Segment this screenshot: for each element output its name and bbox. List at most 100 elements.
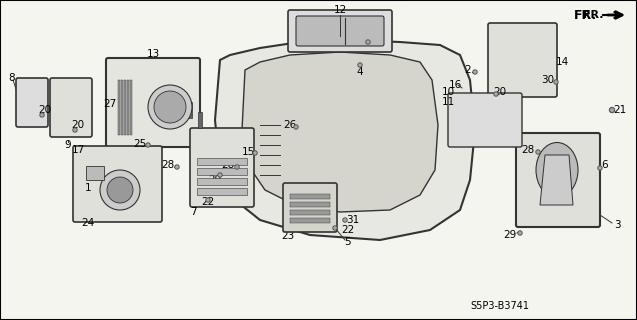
Circle shape [555, 81, 557, 83]
Text: 21: 21 [613, 105, 627, 115]
Circle shape [359, 64, 361, 66]
Text: 9: 9 [65, 140, 71, 150]
Circle shape [333, 226, 337, 230]
Circle shape [253, 151, 257, 155]
Circle shape [358, 63, 362, 67]
Bar [197, 158, 247, 165]
Circle shape [154, 91, 186, 123]
Bar [121, 80, 123, 135]
Text: 22: 22 [341, 225, 355, 235]
Text: FR.: FR. [574, 9, 597, 21]
Circle shape [176, 166, 178, 168]
Circle shape [366, 40, 370, 44]
Circle shape [254, 152, 256, 154]
Text: 5: 5 [345, 237, 352, 247]
Text: 2: 2 [464, 65, 471, 75]
Bar [127, 80, 129, 135]
Text: 24: 24 [82, 218, 95, 228]
Circle shape [175, 165, 179, 169]
Ellipse shape [536, 142, 578, 197]
FancyBboxPatch shape [288, 10, 392, 52]
Circle shape [599, 167, 601, 169]
FancyBboxPatch shape [106, 58, 200, 147]
Text: 30: 30 [541, 75, 555, 85]
Circle shape [494, 92, 498, 96]
FancyBboxPatch shape [283, 183, 337, 232]
Circle shape [235, 165, 239, 169]
Circle shape [611, 109, 613, 111]
FancyBboxPatch shape [488, 23, 557, 97]
Circle shape [343, 218, 347, 222]
Circle shape [236, 166, 238, 168]
FancyBboxPatch shape [50, 78, 92, 137]
Polygon shape [215, 40, 475, 240]
Circle shape [41, 114, 43, 116]
Polygon shape [242, 52, 438, 212]
Circle shape [344, 219, 346, 221]
Bar [118, 80, 120, 135]
Circle shape [610, 108, 615, 113]
FancyBboxPatch shape [448, 93, 522, 147]
FancyBboxPatch shape [190, 128, 254, 207]
Text: 27: 27 [103, 99, 117, 109]
Text: 8: 8 [9, 73, 15, 83]
Text: 13: 13 [147, 49, 160, 59]
Circle shape [367, 41, 369, 43]
Circle shape [207, 199, 209, 201]
Polygon shape [540, 155, 573, 205]
Circle shape [554, 80, 558, 84]
Bar [197, 188, 247, 195]
Bar [290, 202, 330, 207]
Text: 6: 6 [602, 160, 608, 170]
Circle shape [40, 113, 44, 117]
Text: 4: 4 [357, 67, 363, 77]
Circle shape [495, 93, 497, 95]
Text: 20: 20 [71, 120, 85, 130]
Bar [197, 168, 247, 175]
Circle shape [295, 126, 297, 128]
Bar [197, 178, 247, 185]
Circle shape [219, 174, 221, 176]
Circle shape [518, 231, 522, 235]
Circle shape [536, 150, 540, 154]
Bar [198, 112, 202, 128]
Circle shape [147, 144, 149, 146]
Bar [86, 166, 104, 180]
Text: 11: 11 [441, 97, 455, 107]
FancyBboxPatch shape [296, 16, 384, 46]
Text: 28: 28 [222, 160, 234, 170]
Bar [124, 80, 126, 135]
Text: 20: 20 [494, 87, 506, 97]
Text: 28: 28 [161, 160, 175, 170]
Text: FR.: FR. [583, 10, 603, 20]
Circle shape [473, 70, 477, 74]
Text: 3: 3 [613, 220, 620, 230]
Bar [178, 92, 182, 108]
Text: 28: 28 [521, 145, 534, 155]
Text: 26: 26 [283, 120, 297, 130]
Circle shape [146, 143, 150, 147]
Circle shape [519, 232, 521, 234]
Circle shape [206, 198, 210, 202]
FancyBboxPatch shape [73, 146, 162, 222]
Text: 12: 12 [333, 5, 347, 15]
Circle shape [74, 129, 76, 131]
Text: 7: 7 [190, 207, 196, 217]
Bar [130, 80, 132, 135]
Text: 31: 31 [347, 215, 360, 225]
Text: S5P3-B3741: S5P3-B3741 [471, 301, 529, 311]
Circle shape [598, 166, 602, 170]
Text: 1: 1 [85, 183, 91, 193]
Bar [290, 210, 330, 215]
Circle shape [107, 177, 133, 203]
FancyBboxPatch shape [516, 133, 600, 227]
Circle shape [334, 227, 336, 229]
Bar [188, 102, 192, 118]
Text: 18: 18 [89, 167, 102, 177]
Bar [290, 218, 330, 223]
Bar [290, 194, 330, 199]
Text: 23: 23 [282, 231, 295, 241]
Text: 15: 15 [241, 147, 255, 157]
Text: 29: 29 [208, 175, 222, 185]
Text: 14: 14 [555, 57, 569, 67]
